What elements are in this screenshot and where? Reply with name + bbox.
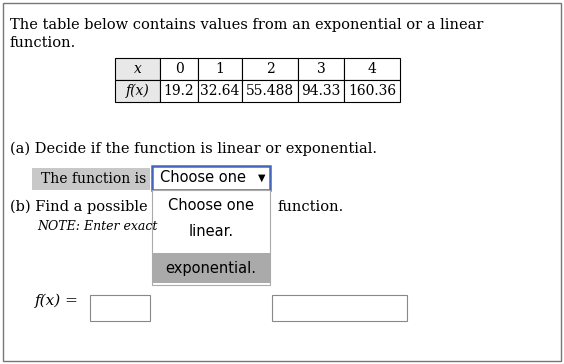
Bar [152, 253, 270, 283]
Text: The function is: The function is [41, 172, 146, 186]
Text: The table below contains values from an exponential or a linear: The table below contains values from an … [10, 18, 483, 32]
Bar [272, 295, 407, 321]
Text: (b) Find a possible: (b) Find a possible [10, 200, 148, 214]
Text: 160.36: 160.36 [348, 84, 396, 98]
Text: 1: 1 [215, 62, 224, 76]
Text: f(x) =: f(x) = [35, 294, 79, 308]
Text: (a) Decide if the function is linear or exponential.: (a) Decide if the function is linear or … [10, 142, 377, 157]
Text: f(x): f(x) [126, 84, 149, 98]
Text: Choose one: Choose one [160, 170, 246, 186]
Bar [198, 80, 242, 102]
Text: 94.33: 94.33 [301, 84, 341, 98]
Bar [242, 58, 298, 80]
Text: linear.: linear. [188, 225, 233, 240]
Text: exponential.: exponential. [165, 261, 257, 276]
Bar [160, 58, 198, 80]
Bar [152, 190, 270, 285]
Bar [160, 80, 198, 102]
Text: ▼: ▼ [258, 173, 266, 183]
Bar [298, 58, 344, 80]
Text: 4: 4 [368, 62, 376, 76]
Text: 32.64: 32.64 [200, 84, 240, 98]
Text: 2: 2 [266, 62, 274, 76]
Text: function.: function. [278, 200, 344, 214]
Text: function.: function. [10, 36, 76, 50]
Bar [152, 166, 270, 190]
Bar [115, 80, 160, 102]
Bar [242, 80, 298, 102]
Bar [344, 80, 400, 102]
Text: 0: 0 [175, 62, 183, 76]
Bar [198, 58, 242, 80]
Bar [115, 58, 160, 80]
Text: 55.488: 55.488 [246, 84, 294, 98]
Bar [298, 80, 344, 102]
Bar [344, 58, 400, 80]
Text: 3: 3 [316, 62, 325, 76]
Bar [32, 168, 150, 190]
Text: NOTE: Enter exact: NOTE: Enter exact [37, 220, 157, 233]
Bar [90, 295, 150, 321]
Text: x: x [134, 62, 142, 76]
Text: Choose one: Choose one [168, 198, 254, 214]
Text: 19.2: 19.2 [164, 84, 195, 98]
